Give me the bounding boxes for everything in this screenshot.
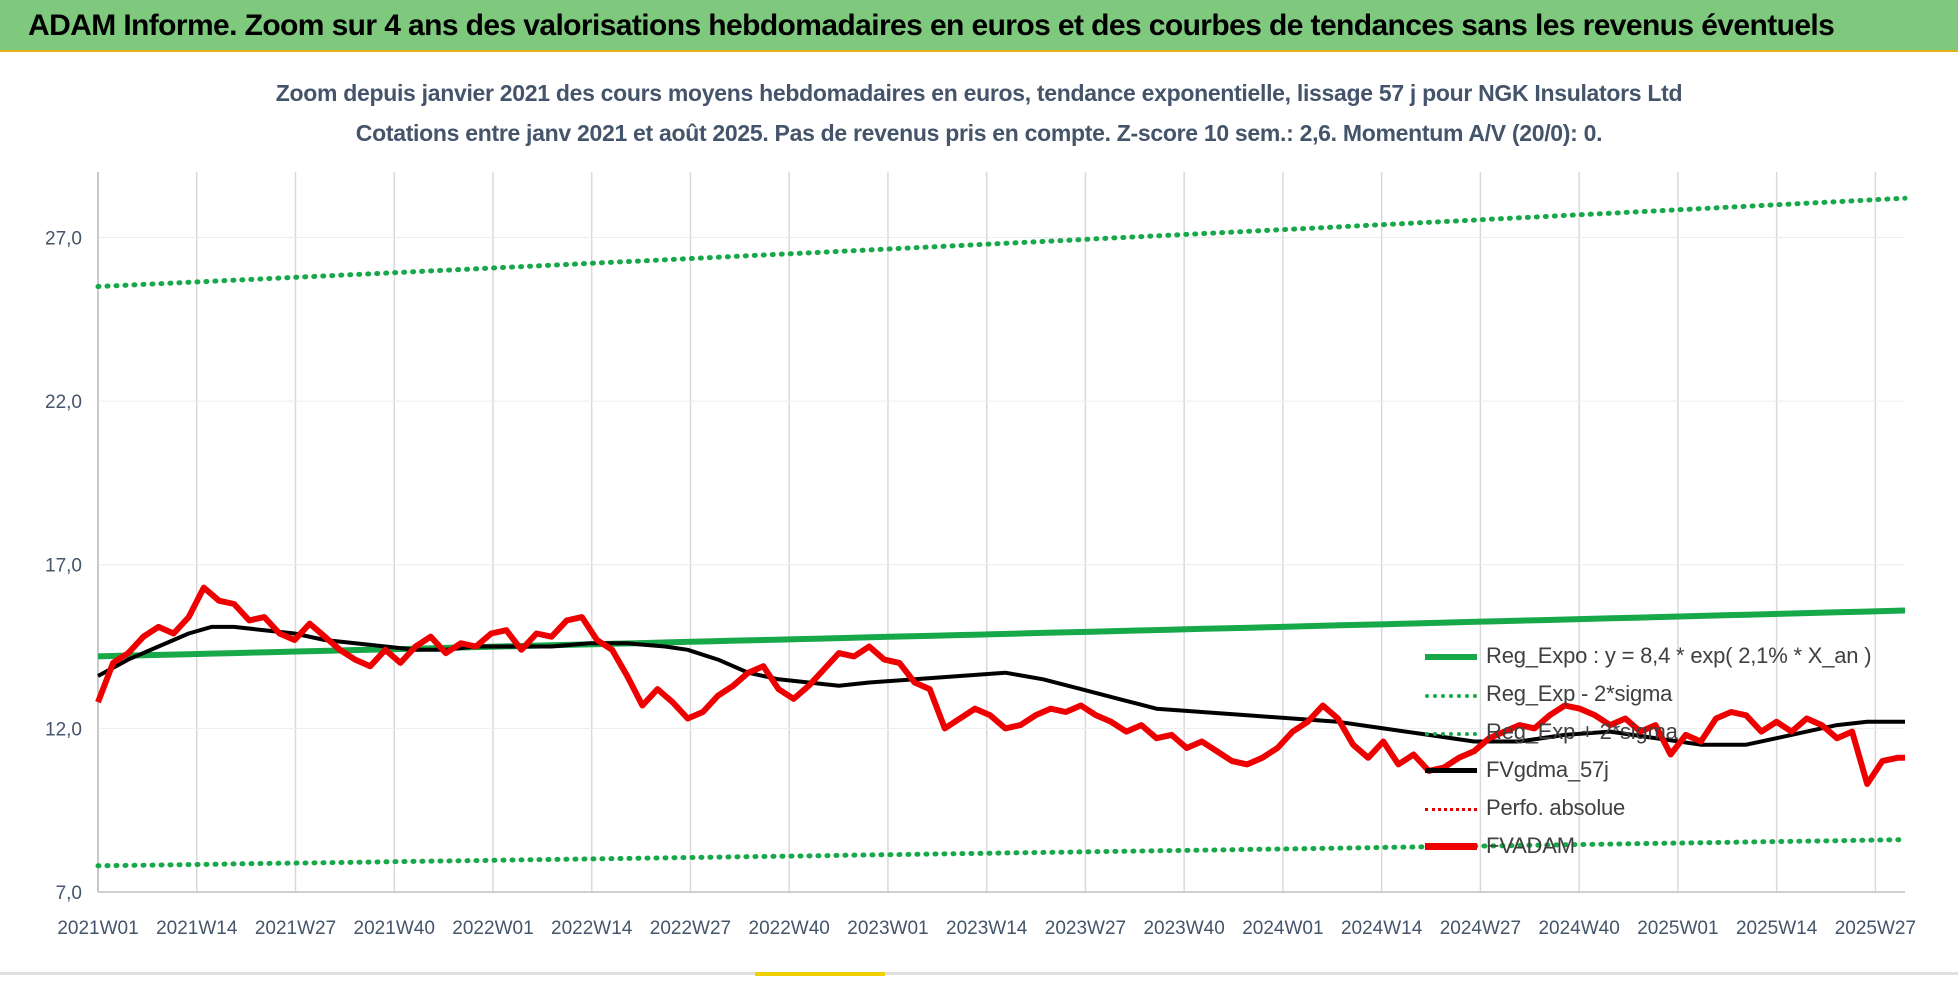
x-tick-label: 2024W14 [1341,918,1423,939]
legend-swatch-reg-exp-plus [1425,732,1477,736]
x-tick-label: 2021W01 [57,918,138,939]
legend-item-perfo: Perfo. absolue [1425,792,1865,830]
bottom-highlight-mark [755,972,885,976]
banner-title: ADAM Informe. Zoom sur 4 ans des valoris… [28,9,1835,42]
y-tick-label: 12,0 [45,719,82,740]
legend-swatch-reg-exp-minus [1425,694,1477,698]
series-line-fvgdma-57j [97,624,1905,747]
legend-swatch-perfo [1425,808,1477,811]
series-line-fvadam [95,584,1905,787]
legend-label: Reg_Expo : y = 8,4 * exp( 2,1% * X_an ) [1486,643,1872,668]
y-tick-label: 22,0 [45,392,82,413]
legend-label: Reg_Exp + 2*sigma [1486,719,1678,744]
x-tick-label: 2021W27 [255,918,336,939]
x-tick-label: 2022W40 [749,918,830,939]
x-tick-label: 2022W27 [650,918,731,939]
x-tick-label: 2025W14 [1736,918,1818,939]
legend-label: FVADAM [1486,833,1575,858]
x-tick-label: 2023W14 [946,918,1028,939]
y-tick-label: 17,0 [45,556,82,577]
x-tick-label: 2025W01 [1637,918,1718,939]
legend-item-fvgdma: FVgdma_57j [1425,754,1865,792]
header-banner: ADAM Informe. Zoom sur 4 ans des valoris… [0,0,1958,52]
x-tick-label: 2024W27 [1440,918,1521,939]
legend-swatch-fvadam [1425,843,1477,850]
legend-label: Perfo. absolue [1486,795,1626,820]
legend-label: Reg_Exp - 2*sigma [1486,681,1673,706]
legend: Reg_Expo : y = 8,4 * exp( 2,1% * X_an ) … [1425,640,1872,868]
chart-svg: 2021W01 2021W14 2021W27 2021W40 2022W01 2022W… [45,172,1916,939]
legend-item-reg-expo: Reg_Expo : y = 8,4 * exp( 2,1% * X_an ) [1425,640,1872,678]
legend-swatch-reg-expo [1425,654,1477,660]
legend-item-reg-exp-plus: Reg_Exp + 2*sigma [1425,716,1865,754]
x-tick-label: 2021W14 [156,918,238,939]
x-tick-label: 2024W01 [1242,918,1323,939]
y-tick-label: 27,0 [45,228,82,249]
legend-item-fvadam: FVADAM [1425,830,1865,868]
series-line-reg-exp-minus-2sigma [95,837,1908,869]
bottom-border [0,972,1958,975]
x-tick-label: 2024W40 [1538,918,1619,939]
legend-label: FVgdma_57j [1486,757,1609,782]
x-tick-label: 2022W01 [452,918,533,939]
x-tick-label: 2022W14 [551,918,633,939]
x-tick-label: 2023W40 [1143,918,1224,939]
x-tick-label: 2021W40 [354,918,435,939]
chart-subtitle: Cotations entre janv 2021 et août 2025. … [355,120,1603,146]
x-tick-label: 2023W27 [1045,918,1126,939]
x-tick-label: 2023W01 [847,918,928,939]
legend-swatch-fvgdma [1425,768,1477,773]
y-tick-label: 7,0 [56,883,82,904]
chart-title: Zoom depuis janvier 2021 des cours moyen… [275,80,1683,106]
legend-item-reg-exp-minus: Reg_Exp - 2*sigma [1425,678,1865,716]
chart-area: 2021W01 2021W14 2021W27 2021W40 2022W01 2022W… [0,52,1958,984]
series-line-reg-exp-plus-2sigma [95,195,1908,289]
x-tick-label: 2025W27 [1835,918,1916,939]
